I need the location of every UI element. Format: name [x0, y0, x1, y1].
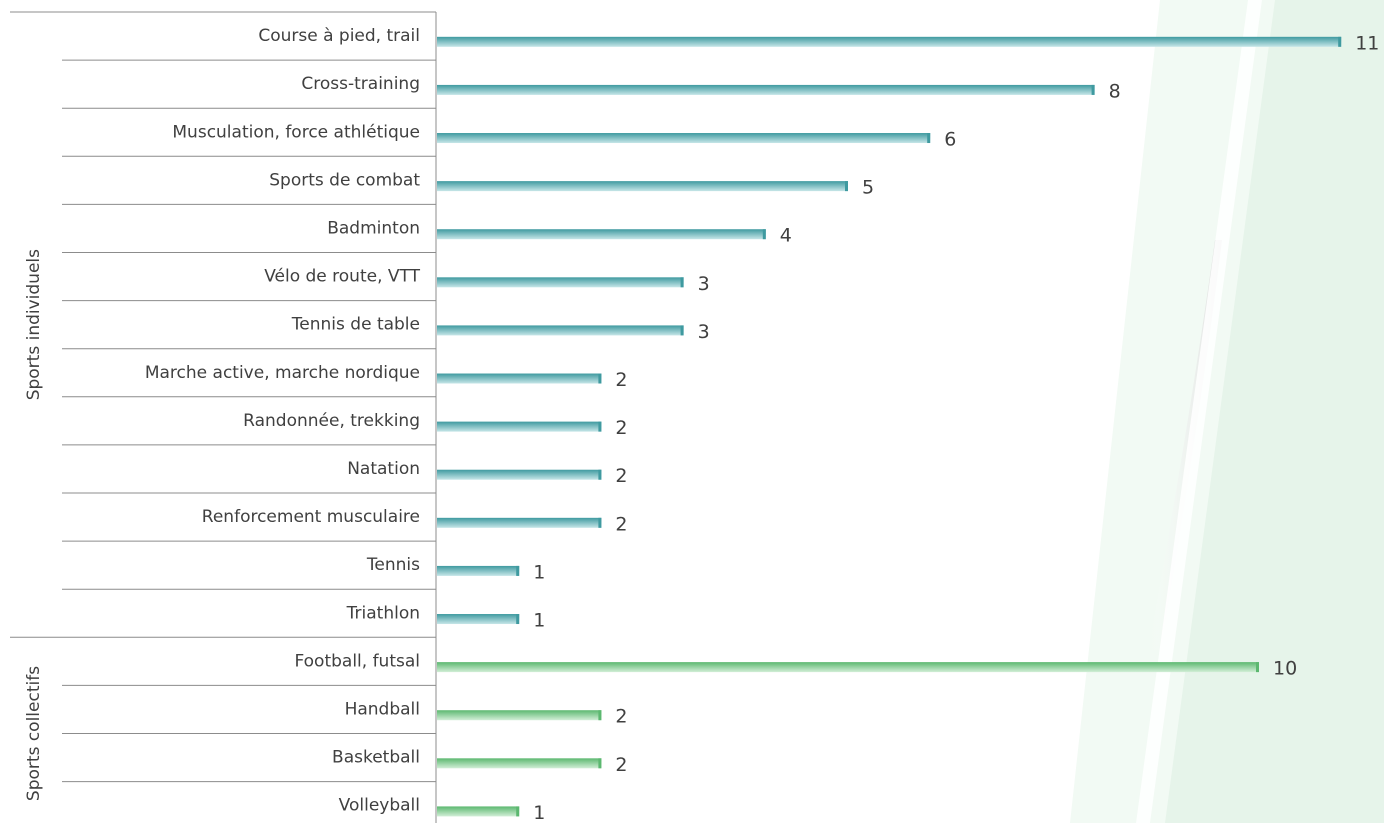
bar-end-cap [598, 469, 602, 480]
category-label: Renforcement musculaire [202, 507, 420, 527]
bar-end-cap [1338, 36, 1342, 47]
category-label: Football, futsal [294, 651, 420, 671]
value-label: 11 [1355, 32, 1379, 54]
value-label: 2 [615, 465, 627, 487]
bar-end-cap [598, 758, 602, 769]
value-label: 10 [1273, 658, 1297, 680]
category-label: Tennis [366, 555, 420, 575]
bar-end-cap [762, 229, 766, 240]
category-separators [10, 11, 437, 823]
category-label: Handball [345, 699, 420, 719]
bar-end-cap [598, 373, 602, 384]
category-label: Volleyball [339, 796, 420, 816]
bar [437, 84, 1095, 95]
group-label: Sports individuels [24, 249, 44, 400]
bar-end-cap [927, 133, 931, 144]
bar-end-cap [598, 421, 602, 432]
bar-end-cap [680, 325, 684, 336]
decoration-white-stripe [1136, 0, 1262, 823]
bar [437, 806, 520, 817]
category-label: Badminton [327, 218, 420, 238]
category-label: Course à pied, trail [258, 26, 420, 46]
bars [437, 36, 1342, 817]
category-label: Basketball [332, 748, 420, 768]
value-label: 1 [533, 610, 545, 632]
bar-end-cap [1091, 84, 1095, 95]
value-label: 2 [615, 706, 627, 728]
category-label: Vélo de route, VTT [264, 267, 420, 287]
category-label: Marche active, marche nordique [145, 363, 420, 383]
bar-end-cap [516, 565, 520, 576]
value-label: 5 [862, 177, 874, 199]
bar [437, 517, 602, 528]
value-label: 2 [615, 513, 627, 535]
bar-end-cap [845, 181, 848, 192]
bar [437, 229, 766, 240]
bar [437, 325, 684, 336]
bar-end-cap [598, 710, 602, 721]
bar [437, 758, 602, 769]
category-label: Cross-training [301, 74, 420, 94]
value-label: 3 [698, 321, 710, 343]
bar [437, 469, 602, 480]
bar [437, 133, 931, 144]
value-label: 4 [780, 225, 792, 247]
group-labels: Sports individuels Sports collectifs [24, 249, 44, 801]
category-label: Tennis de table [291, 315, 420, 335]
bar-end-cap [1256, 662, 1259, 673]
value-label: 6 [944, 129, 956, 151]
category-labels: Course à pied, trail Cross-training Muscul… [145, 26, 421, 816]
category-label: Randonnée, trekking [243, 411, 420, 431]
value-label: 1 [533, 802, 545, 823]
bar [437, 373, 602, 384]
bar-end-cap [598, 517, 602, 528]
value-label: 2 [615, 369, 627, 391]
category-label: Natation [347, 459, 420, 479]
bar [437, 277, 684, 288]
value-label: 1 [533, 561, 545, 583]
bar [437, 614, 520, 625]
bar [437, 662, 1259, 673]
decoration-green-panel [1148, 0, 1384, 823]
value-label: 2 [615, 754, 627, 776]
bar [437, 565, 520, 576]
bar [437, 710, 602, 721]
bar-end-cap [516, 614, 520, 625]
category-label: Sports de combat [269, 170, 420, 190]
bar [437, 36, 1342, 47]
bar [437, 421, 602, 432]
value-label: 2 [615, 417, 627, 439]
value-label: 8 [1109, 80, 1121, 102]
bar-end-cap [516, 806, 520, 817]
value-label: 3 [698, 273, 710, 295]
group-label: Sports collectifs [24, 666, 44, 801]
category-label: Musculation, force athlétique [172, 122, 420, 142]
bar [437, 181, 848, 192]
bar-end-cap [680, 277, 684, 288]
category-label: Triathlon [346, 603, 420, 623]
